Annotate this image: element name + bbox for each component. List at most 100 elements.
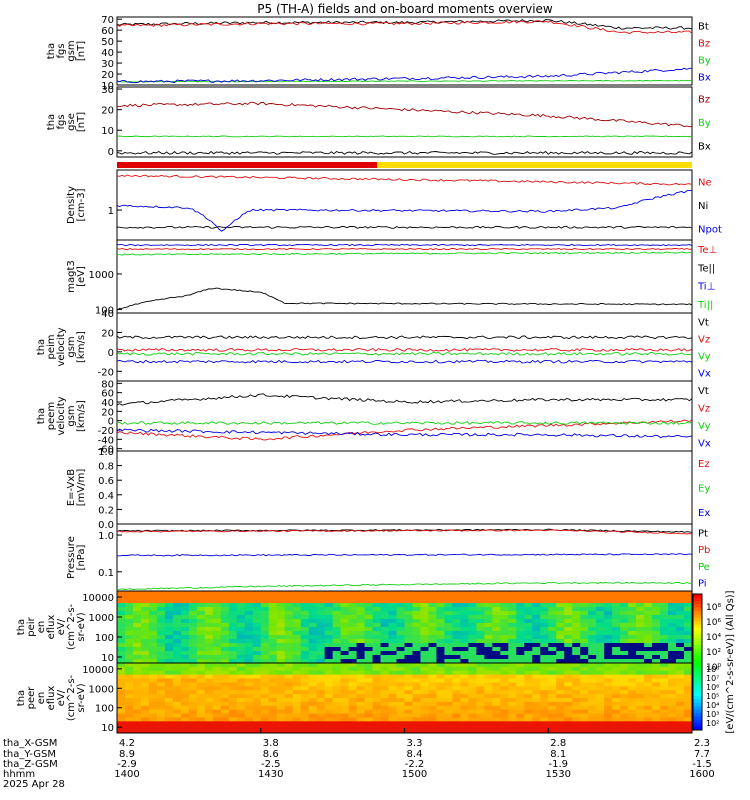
heatmap-cell <box>308 663 318 668</box>
heatmap-cell <box>372 725 381 730</box>
heatmap-cell <box>596 725 605 730</box>
heatmap-cell <box>156 607 166 612</box>
heatmap-cell <box>132 686 142 691</box>
heatmap-cell <box>460 729 469 734</box>
colorbar-swatch <box>693 614 702 619</box>
heatmap-cell <box>164 666 174 672</box>
heatmap-cell <box>396 686 405 691</box>
heatmap-cell <box>548 701 557 707</box>
heatmap-cell <box>244 717 254 722</box>
heatmap-cell <box>132 651 142 656</box>
heatmap-cell <box>188 721 198 726</box>
heatmap-cell <box>124 678 134 683</box>
heatmap-cell <box>340 611 349 616</box>
heatmap-cell <box>204 659 214 664</box>
heatmap-cell <box>532 709 541 714</box>
heatmap-cell <box>572 663 581 668</box>
legend-vz: Vz <box>698 335 710 346</box>
y-tick-label: 10 <box>101 723 114 734</box>
heatmap-cell <box>420 721 429 726</box>
heatmap-cell <box>644 717 653 722</box>
heatmap-cell <box>508 694 517 699</box>
heatmap-cell <box>268 603 278 608</box>
heatmap-cell <box>172 690 182 695</box>
heatmap-cell <box>124 603 134 608</box>
heatmap-cell <box>604 611 613 616</box>
heatmap-cell <box>124 659 134 664</box>
heatmap-cell <box>117 694 126 699</box>
heatmap-cell <box>316 639 326 644</box>
heatmap-cell <box>148 627 158 632</box>
heatmap-cell <box>684 603 693 608</box>
heatmap-cell <box>236 635 246 640</box>
heatmap-cell <box>156 666 166 672</box>
heatmap-cell <box>396 619 405 624</box>
heatmap-cell <box>212 670 222 676</box>
heatmap-cell <box>420 705 429 711</box>
heatmap-cell <box>652 713 661 718</box>
heatmap-cell <box>620 678 629 683</box>
heatmap-cell <box>628 725 637 730</box>
heatmap-cell <box>588 639 597 644</box>
heatmap-cell <box>300 643 310 648</box>
colorbar-swatch <box>693 638 702 643</box>
heatmap-cell <box>156 615 166 620</box>
heatmap-cell <box>196 599 206 604</box>
heatmap-cell <box>580 663 589 668</box>
heatmap-cell <box>516 686 525 691</box>
heatmap-cell <box>612 627 621 632</box>
heatmap-cell <box>628 698 637 703</box>
heatmap-cell <box>436 698 445 703</box>
heatmap-cell <box>644 670 653 676</box>
heatmap-cell <box>540 725 549 730</box>
panel-frame <box>116 523 693 592</box>
heatmap-cell <box>556 623 565 628</box>
heatmap-cell <box>380 663 389 668</box>
heatmap-cell <box>308 655 318 660</box>
heatmap-cell <box>500 725 509 730</box>
heatmap-cell <box>372 607 381 612</box>
heatmap-cell <box>436 729 445 734</box>
heatmap-cell <box>588 674 597 679</box>
heatmap-cell <box>516 599 525 604</box>
heatmap-cell <box>596 595 605 600</box>
heatmap-cell <box>476 705 485 711</box>
heatmap-cell <box>164 607 174 612</box>
y-tick-label: 20 <box>101 70 114 81</box>
heatmap-cell <box>428 627 437 632</box>
heatmap-cell <box>412 694 421 699</box>
heatmap-cell <box>292 595 302 600</box>
heatmap-cell <box>636 729 645 734</box>
colorbar-swatch <box>693 665 702 670</box>
y-axis-label: tha fgs gse [nT] <box>46 112 87 132</box>
heatmap-cell <box>180 713 190 718</box>
heatmap-cell <box>564 619 573 624</box>
heatmap-cell <box>268 607 278 612</box>
heatmap-cell <box>268 619 278 624</box>
heatmap-cell <box>580 659 589 664</box>
heatmap-cell <box>260 694 270 699</box>
y-axis-label-line: gsm <box>66 405 77 426</box>
heatmap-cell <box>492 698 501 703</box>
heatmap-cell <box>404 591 413 596</box>
heatmap-cell <box>188 701 198 707</box>
colorbar-swatch <box>693 706 702 711</box>
heatmap-cell <box>220 643 230 648</box>
heatmap-cell <box>532 674 541 679</box>
heatmap-cell <box>596 721 605 726</box>
heatmap-cell <box>252 607 262 612</box>
heatmap-cell <box>148 725 158 730</box>
heatmap-cell <box>212 705 222 711</box>
heatmap-cell <box>228 686 238 691</box>
heatmap-cell <box>508 670 517 676</box>
heatmap-cell <box>420 631 429 636</box>
heatmap-cell <box>556 690 565 695</box>
heatmap-cell <box>468 663 477 668</box>
heatmap-cell <box>356 721 365 726</box>
heatmap-cell <box>388 599 397 604</box>
heatmap-cell <box>604 647 613 652</box>
heatmap-cell <box>516 623 525 628</box>
heatmap-cell <box>228 595 238 600</box>
heatmap-cell <box>652 690 661 695</box>
heatmap-cell <box>204 670 214 676</box>
